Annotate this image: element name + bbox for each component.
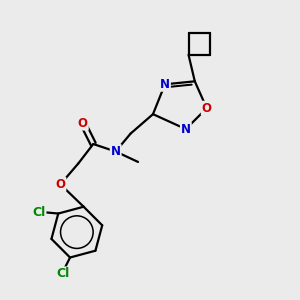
Text: N: N bbox=[111, 145, 121, 158]
Text: Cl: Cl bbox=[56, 267, 69, 280]
Text: O: O bbox=[78, 117, 88, 130]
Text: N: N bbox=[181, 123, 191, 136]
Text: N: N bbox=[160, 78, 170, 91]
Text: O: O bbox=[56, 178, 65, 191]
Text: Cl: Cl bbox=[32, 206, 46, 218]
Text: O: O bbox=[202, 102, 212, 115]
